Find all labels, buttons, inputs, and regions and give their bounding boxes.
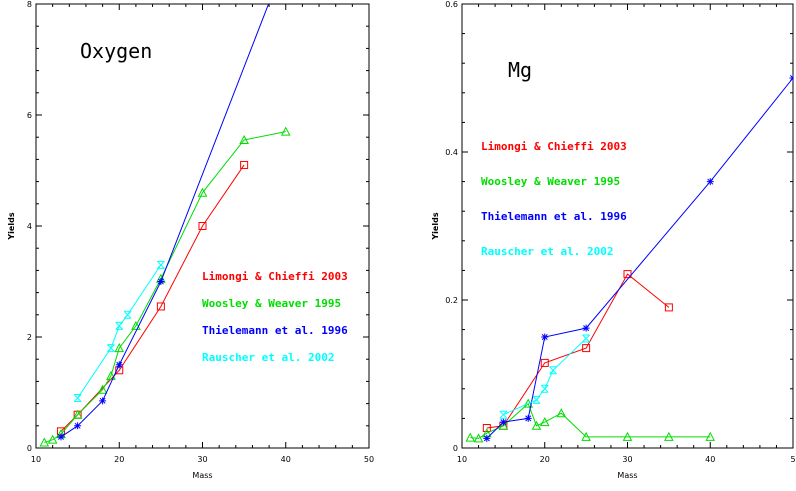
data-point	[499, 418, 507, 426]
data-point	[531, 420, 542, 430]
x-tick-label: 20	[114, 455, 124, 464]
y-axis-title: Yields	[431, 212, 440, 240]
y-tick-label: 8	[27, 0, 32, 9]
data-point	[582, 334, 590, 343]
data-point	[57, 433, 65, 441]
data-point	[106, 370, 116, 380]
legend-entry: Rauscher et al. 2002	[202, 351, 334, 364]
data-point	[239, 134, 249, 144]
y-tick-label: 6	[27, 111, 32, 120]
panel-title: Mg	[508, 58, 532, 82]
legend-entry: Limongi & Chieffi 2003	[202, 270, 348, 283]
y-tick-label: 0.2	[445, 296, 458, 305]
data-point	[582, 324, 590, 332]
y-tick-label: 4	[27, 222, 32, 231]
panel-title: Oxygen	[80, 39, 152, 63]
data-point	[482, 424, 491, 433]
data-point	[498, 420, 509, 430]
series-line-0	[486, 273, 670, 429]
series-line-2	[60, 4, 270, 438]
series-line-3	[77, 264, 162, 399]
data-point	[131, 320, 141, 330]
series-group	[465, 74, 793, 443]
data-point	[97, 384, 108, 394]
x-tick-label: 30	[622, 455, 632, 464]
data-point	[156, 302, 165, 311]
legend-entry: Woosley & Weaver 1995	[481, 175, 620, 188]
y-axis-title: Yields	[7, 212, 16, 240]
data-point	[623, 270, 632, 279]
y-tick-label: 2	[27, 333, 32, 342]
data-point	[556, 408, 567, 418]
data-point	[539, 417, 550, 427]
data-point	[705, 431, 716, 441]
data-point	[582, 344, 591, 353]
data-point	[47, 434, 58, 444]
x-axis-title: Mass	[192, 471, 212, 480]
data-point	[197, 187, 208, 197]
data-point	[541, 333, 549, 341]
y-tick-label: 0	[27, 444, 32, 453]
x-tick-label: 50	[364, 455, 374, 464]
data-point	[280, 126, 291, 136]
data-point	[524, 414, 532, 422]
data-point	[72, 409, 83, 419]
y-tick-label: 0	[453, 444, 458, 453]
oxygen-panel: 10 20 30 40 50 0 2 4 6 8 Mass Yields Oxygen Limongi &…	[7, 0, 374, 480]
data-point	[664, 303, 673, 312]
data-point	[549, 366, 557, 375]
data-point	[483, 434, 491, 442]
x-tick-label: 10	[31, 455, 41, 464]
data-point	[39, 437, 50, 447]
series-group	[39, 4, 291, 447]
series-line-3	[503, 338, 587, 416]
data-point	[157, 278, 165, 285]
data-point	[473, 433, 484, 443]
data-point	[123, 310, 132, 319]
data-point	[114, 343, 125, 353]
data-point	[115, 361, 123, 369]
x-tick-label: 20	[540, 455, 550, 464]
data-point	[540, 358, 549, 367]
data-point	[99, 397, 107, 405]
legend-entry: Thielemann et al. 1996	[202, 324, 348, 337]
data-point	[115, 321, 124, 330]
data-point	[157, 260, 165, 269]
series-line-2	[486, 77, 793, 439]
data-point	[523, 398, 534, 408]
data-point	[664, 431, 674, 441]
legend-entry: Limongi & Chieffi 2003	[481, 140, 627, 153]
x-tick-label: 40	[281, 455, 291, 464]
data-point	[107, 344, 115, 353]
data-point	[73, 394, 82, 403]
data-point	[789, 74, 793, 82]
data-point	[706, 178, 714, 186]
data-point	[499, 410, 508, 419]
y-tick-label: 0.6	[445, 0, 458, 9]
data-point	[465, 432, 476, 442]
x-tick-label: 10	[457, 455, 467, 464]
data-point	[198, 222, 207, 230]
data-point	[532, 395, 541, 404]
data-point	[240, 160, 249, 169]
y-tick-label: 0.4	[445, 148, 458, 157]
x-tick-label: 30	[197, 455, 207, 464]
legend-entry: Woosley & Weaver 1995	[202, 297, 341, 310]
legend-entry: Rauscher et al. 2002	[481, 245, 613, 258]
legend-entry: Thielemann et al. 1996	[481, 210, 627, 223]
x-tick-label: 40	[705, 455, 715, 464]
data-point	[622, 431, 633, 441]
data-point	[74, 422, 82, 430]
series-line-1	[470, 402, 711, 439]
data-point	[540, 384, 549, 393]
data-point	[581, 431, 591, 441]
x-tick-label: 5	[790, 455, 795, 464]
x-axis-title: Mass	[617, 471, 637, 480]
